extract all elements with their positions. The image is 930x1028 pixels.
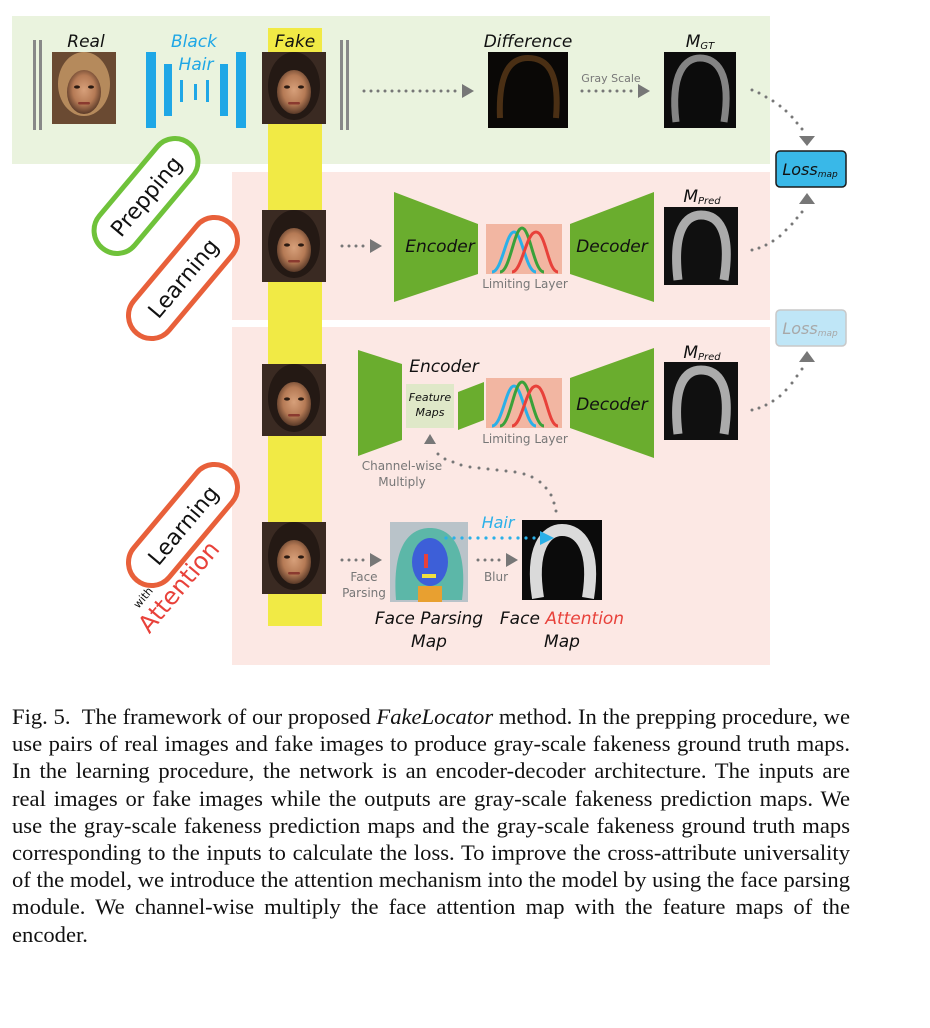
- attention-mpred-image: [664, 362, 738, 440]
- caption-text: method. In the prepping procedure, we us…: [12, 704, 850, 947]
- attention-mpred-label: MPred: [683, 343, 721, 363]
- caption-prefix: Fig. 5. The framework of our proposed: [12, 704, 371, 729]
- hair-label: Hair: [482, 513, 516, 532]
- arrow-fake-to-difference: [362, 84, 474, 98]
- arrow-input-to-encoder: [340, 239, 382, 253]
- arrow-mpred-to-faded-loss: [750, 351, 815, 412]
- fake-bars-right: [340, 40, 349, 130]
- face-attention-map-label-1: Face Attention: [500, 609, 624, 629]
- learning-limiting-layer-label: Limiting Layer: [482, 277, 568, 291]
- blur-label: Blur: [484, 570, 508, 584]
- learning-mpred-image: [664, 207, 738, 285]
- gray-scale-label: Gray Scale: [581, 72, 641, 85]
- learning-input-face: [262, 210, 326, 282]
- channel-wise-label-1: Channel-wise: [362, 459, 442, 473]
- attention-input-face: [262, 364, 326, 436]
- fake-label: Fake: [275, 32, 316, 52]
- loss-map-box: Lossmap: [775, 150, 847, 188]
- channel-wise-label-2: Multiply: [378, 475, 425, 489]
- svg-text:Lossmap: Lossmap: [782, 319, 838, 339]
- learning-limiting-layer: [486, 224, 562, 274]
- black-hair-label-2: Hair: [179, 55, 215, 75]
- arrow-mpred-to-loss: [750, 193, 815, 252]
- difference-image: [488, 52, 568, 128]
- black-hair-autoencoder: [146, 52, 246, 128]
- caption-method: FakeLocator: [376, 704, 494, 729]
- real-label: Real: [67, 32, 105, 52]
- fake-face-image: [262, 52, 326, 124]
- figure-caption: Fig. 5. The framework of our proposed Fa…: [12, 703, 850, 948]
- face-attention-map-label-2: Map: [544, 632, 580, 652]
- feature-maps-box: [406, 384, 454, 428]
- arrow-difference-to-mgt: [580, 84, 650, 98]
- real-bars-left: [33, 40, 42, 130]
- attention-decoder-label: Decoder: [576, 395, 649, 415]
- arrow-mgt-to-loss: [750, 88, 815, 146]
- arrow-feature-to-multiply: [424, 434, 436, 444]
- face-parsing-small-label-2: Parsing: [342, 586, 386, 600]
- hair-arrow: [444, 531, 554, 545]
- mgt-label: MGT: [686, 32, 715, 52]
- svg-text:Lossmap: Lossmap: [782, 160, 838, 180]
- face-parsing-small-label-1: Face: [350, 570, 377, 584]
- feature-maps-label-2: Maps: [416, 406, 445, 419]
- face-parsing-map-label-2: Map: [411, 632, 447, 652]
- learning-encoder: [394, 192, 478, 302]
- learning-encoder-label: Encoder: [405, 237, 476, 257]
- arrow-attention-to-multiply: [436, 452, 558, 513]
- attention-limiting-layer-label: Limiting Layer: [482, 432, 568, 446]
- parsing-input-face: [262, 522, 326, 594]
- learning-decoder: [570, 192, 654, 302]
- arrow-parsing-to-blur: [476, 553, 518, 567]
- real-face-image: [52, 52, 116, 124]
- face-attention-map-image: [522, 520, 602, 600]
- arrow-face-to-parsing: [340, 553, 382, 567]
- loss-map-box-faded: Lossmap: [775, 309, 847, 347]
- mgt-image: [664, 52, 736, 128]
- attention-limiting-layer: [486, 378, 562, 428]
- feature-maps-label-1: Feature: [409, 391, 452, 404]
- attention-decoder: [570, 348, 654, 458]
- difference-label: Difference: [484, 32, 573, 52]
- attention-encoder-label: Encoder: [409, 357, 480, 377]
- learning-mpred-label: MPred: [683, 187, 721, 207]
- face-parsing-map-label-1: Face Parsing: [375, 609, 483, 629]
- attention-encoder-tail: [458, 382, 484, 430]
- framework-diagram: Real Black Hair Fake Difference Gray Sca…: [12, 16, 847, 665]
- attention-encoder: [358, 350, 402, 456]
- face-parsing-map-image: [390, 522, 468, 602]
- black-hair-label-1: Black: [171, 32, 218, 52]
- learning-decoder-label: Decoder: [576, 237, 649, 257]
